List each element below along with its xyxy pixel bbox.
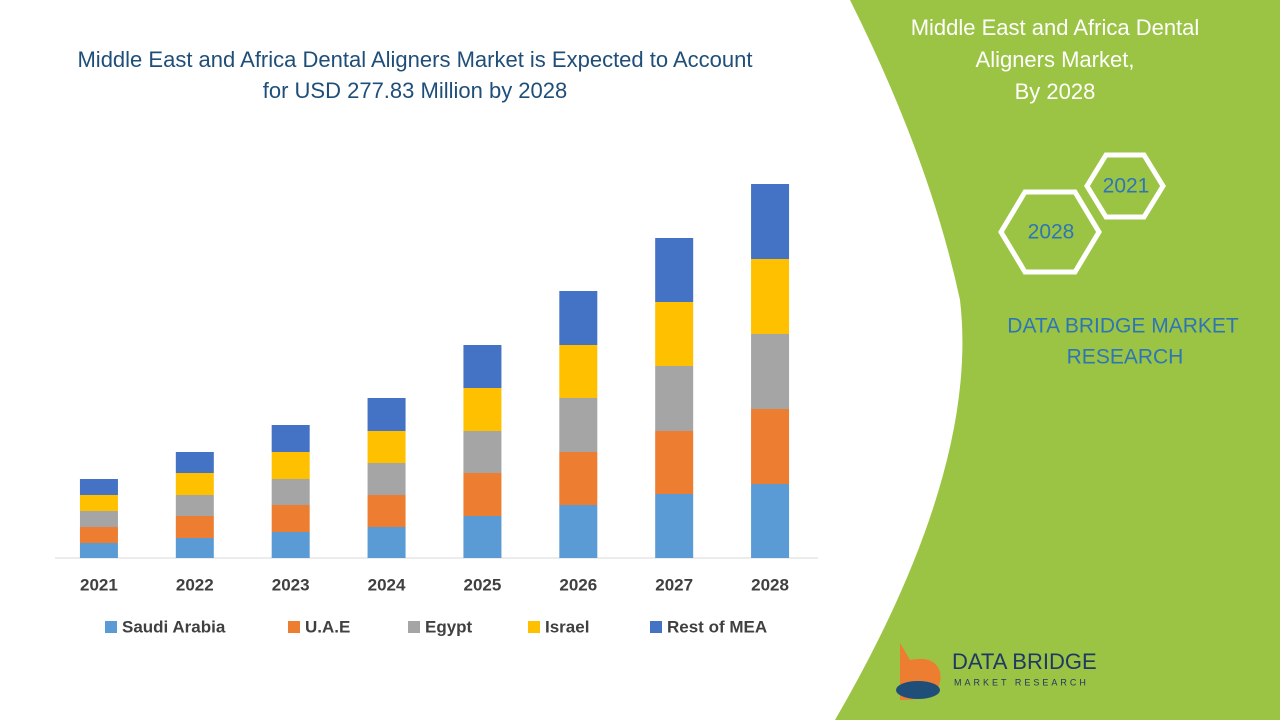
- bar-segment: [175, 495, 214, 516]
- bar-segment: [271, 479, 310, 505]
- bar-segment: [463, 473, 502, 516]
- logo-tagline: MARKET RESEARCH: [954, 677, 1089, 687]
- bar-segment: [751, 334, 790, 409]
- legend-swatch: [105, 621, 117, 633]
- bar-segment: [175, 516, 214, 538]
- bar-segment: [367, 495, 406, 527]
- bar-segment: [367, 463, 406, 495]
- bar-segment: [655, 431, 694, 494]
- bar-segment: [751, 409, 790, 484]
- hexagon-label: 2028: [1028, 221, 1075, 244]
- x-tick-label: 2025: [464, 575, 502, 594]
- logo-name: DATA BRIDGE: [952, 649, 1097, 674]
- logo-mark: [896, 681, 940, 699]
- bar-segment: [175, 452, 214, 473]
- bar-segment: [463, 516, 502, 558]
- bar-segment: [79, 495, 118, 511]
- bar-segment: [559, 452, 598, 505]
- brand-line: RESEARCH: [1067, 346, 1184, 369]
- bar-segment: [463, 345, 502, 388]
- bar-segment: [271, 505, 310, 532]
- bar-segment: [79, 511, 118, 527]
- legend-label: Saudi Arabia: [122, 617, 226, 636]
- panel-title: By 2028: [1015, 79, 1096, 104]
- bar-segment: [751, 259, 790, 334]
- x-tick-label: 2028: [751, 575, 789, 594]
- bar-segment: [271, 452, 310, 479]
- side-panel: [835, 0, 1280, 720]
- bar-segment: [367, 527, 406, 558]
- chart-title: Middle East and Africa Dental Aligners M…: [77, 47, 753, 103]
- bar-segment: [175, 538, 214, 558]
- bar-segment: [79, 543, 118, 558]
- legend-label: Rest of MEA: [667, 617, 767, 636]
- brand-line: DATA BRIDGE MARKET: [1007, 315, 1239, 338]
- bar-segment: [655, 302, 694, 366]
- x-tick-label: 2023: [272, 575, 310, 594]
- bar-segment: [175, 473, 214, 495]
- bar-segment: [79, 527, 118, 543]
- bar-segment: [367, 431, 406, 463]
- legend-swatch: [650, 621, 662, 633]
- bar-segment: [367, 398, 406, 431]
- bar-segment: [271, 425, 310, 452]
- bar-segment: [655, 366, 694, 431]
- bar-segment: [559, 398, 598, 452]
- bar-segment: [559, 505, 598, 558]
- bar-segment: [463, 388, 502, 431]
- hexagon: [998, 189, 1102, 275]
- legend-swatch: [408, 621, 420, 633]
- bar-segment: [79, 479, 118, 495]
- panel-title: Middle East and Africa Dental: [911, 15, 1200, 40]
- bar-segment: [559, 291, 598, 345]
- bar-segment: [655, 494, 694, 558]
- legend-swatch: [288, 621, 300, 633]
- bar-segment: [751, 484, 790, 558]
- x-tick-label: 2022: [176, 575, 214, 594]
- legend-swatch: [528, 621, 540, 633]
- hexagon-label: 2021: [1103, 175, 1150, 198]
- x-tick-label: 2021: [80, 575, 118, 594]
- bar-segment: [271, 532, 310, 558]
- legend-label: U.A.E: [305, 617, 350, 636]
- bar-segment: [751, 184, 790, 259]
- bar-segment: [463, 431, 502, 473]
- x-tick-label: 2024: [368, 575, 406, 594]
- legend-label: Israel: [545, 617, 589, 636]
- hexagon: [1084, 152, 1166, 220]
- x-tick-label: 2026: [559, 575, 597, 594]
- x-tick-label: 2027: [655, 575, 693, 594]
- bar-segment: [559, 345, 598, 398]
- legend-label: Egypt: [425, 617, 473, 636]
- panel-title: Aligners Market,: [976, 47, 1135, 72]
- bar-segment: [655, 238, 694, 302]
